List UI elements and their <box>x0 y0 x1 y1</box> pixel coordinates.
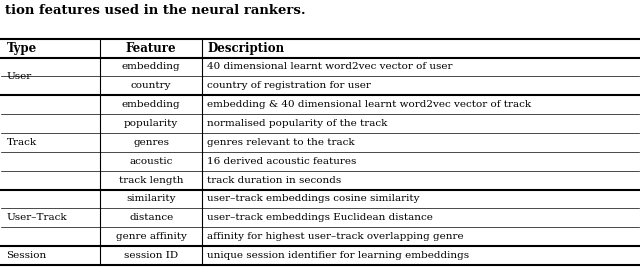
Text: genres relevant to the track: genres relevant to the track <box>207 138 355 147</box>
Text: session ID: session ID <box>124 251 178 260</box>
Text: similarity: similarity <box>126 194 176 203</box>
Text: distance: distance <box>129 213 173 222</box>
Text: acoustic: acoustic <box>129 157 173 166</box>
Text: track duration in seconds: track duration in seconds <box>207 176 342 185</box>
Text: 16 derived acoustic features: 16 derived acoustic features <box>207 157 356 166</box>
Text: Session: Session <box>6 251 47 260</box>
Text: tion features used in the neural rankers.: tion features used in the neural rankers… <box>4 4 305 17</box>
Text: embedding & 40 dimensional learnt word2vec vector of track: embedding & 40 dimensional learnt word2v… <box>207 100 531 109</box>
Text: Feature: Feature <box>126 42 177 55</box>
Text: genres: genres <box>133 138 169 147</box>
Text: unique session identifier for learning embeddings: unique session identifier for learning e… <box>207 251 469 260</box>
Text: user–track embeddings Euclidean distance: user–track embeddings Euclidean distance <box>207 213 433 222</box>
Text: embedding: embedding <box>122 62 180 72</box>
Text: genre affinity: genre affinity <box>116 232 187 241</box>
Text: Track: Track <box>6 138 36 147</box>
Text: 40 dimensional learnt word2vec vector of user: 40 dimensional learnt word2vec vector of… <box>207 62 452 72</box>
Text: track length: track length <box>119 176 184 185</box>
Text: country of registration for user: country of registration for user <box>207 81 371 90</box>
Text: user–track embeddings cosine similarity: user–track embeddings cosine similarity <box>207 194 420 203</box>
Text: User: User <box>6 72 32 81</box>
Text: Description: Description <box>207 42 284 55</box>
Text: User–Track: User–Track <box>6 213 67 222</box>
Text: normalised popularity of the track: normalised popularity of the track <box>207 119 388 128</box>
Text: country: country <box>131 81 172 90</box>
Text: embedding: embedding <box>122 100 180 109</box>
Text: popularity: popularity <box>124 119 179 128</box>
Text: affinity for highest user–track overlapping genre: affinity for highest user–track overlapp… <box>207 232 464 241</box>
Text: Type: Type <box>6 42 36 55</box>
